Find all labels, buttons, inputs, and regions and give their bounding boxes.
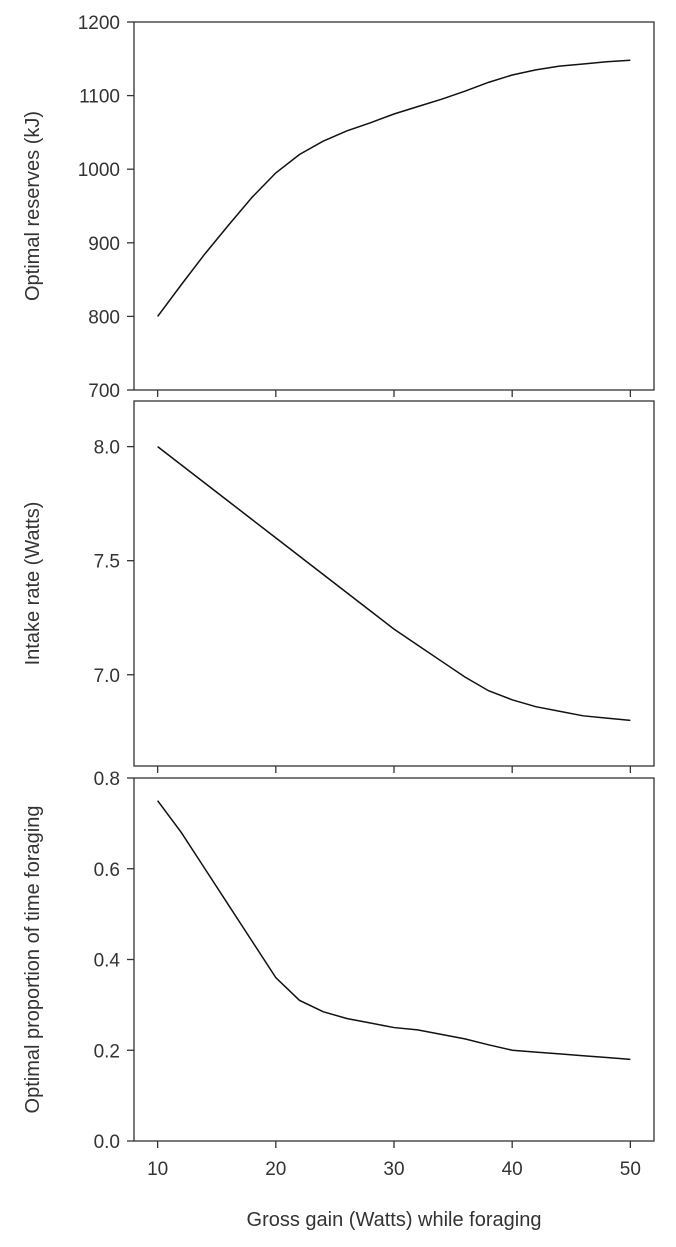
panel-optimal-reserves: 700 800 900 1000 1100 1200 Optimal reserves (k… xyxy=(22,13,655,402)
plot-frame-intake xyxy=(133,400,655,767)
x-axis-title: Gross gain (Watts) while foraging xyxy=(247,1209,542,1231)
x-tick-label-proportion: 40 xyxy=(502,1159,523,1180)
y-tick-label-intake: 8.0 xyxy=(94,438,120,459)
x-tick-label-proportion: 20 xyxy=(265,1159,286,1180)
panel-proportion-foraging: 0.0 0.2 0.4 0.6 0.8 10 20 30 40 50 Optimal proport… xyxy=(22,769,655,1180)
y-tick-label-proportion: 0.6 xyxy=(94,860,120,881)
y-tick-label-reserves: 1200 xyxy=(78,13,120,34)
y-tick-label-proportion: 0.0 xyxy=(94,1132,120,1153)
y-tick-label-reserves: 1100 xyxy=(79,87,120,108)
x-tick-label-proportion: 10 xyxy=(147,1159,168,1180)
y-tick-label-reserves: 700 xyxy=(88,381,120,402)
plot-frame-proportion xyxy=(133,777,655,1142)
panel-intake-rate: 7.0 7.5 8.0 Intake rate (Watts) xyxy=(22,400,655,773)
x-tick-label-proportion: 30 xyxy=(383,1159,404,1180)
x-tick-label-proportion: 50 xyxy=(620,1159,641,1180)
y-tick-label-proportion: 0.4 xyxy=(94,951,121,972)
series-line-reserves xyxy=(157,59,631,317)
plot-frame-reserves xyxy=(133,21,655,391)
y-axis-title-intake: Intake rate (Watts) xyxy=(22,502,44,666)
series-line-proportion xyxy=(157,800,631,1061)
y-tick-label-proportion: 0.2 xyxy=(94,1041,120,1062)
series-line-intake xyxy=(157,446,631,722)
y-tick-label-intake: 7.0 xyxy=(94,666,120,687)
y-tick-label-proportion: 0.8 xyxy=(94,769,120,790)
y-tick-label-intake: 7.5 xyxy=(94,552,120,573)
y-tick-label-reserves: 900 xyxy=(88,234,120,255)
y-axis-title-reserves: Optimal reserves (kJ) xyxy=(22,111,44,301)
y-tick-label-reserves: 800 xyxy=(88,307,120,328)
y-tick-label-reserves: 1000 xyxy=(78,160,120,181)
y-axis-title-proportion: Optimal proportion of time foraging xyxy=(22,806,44,1114)
